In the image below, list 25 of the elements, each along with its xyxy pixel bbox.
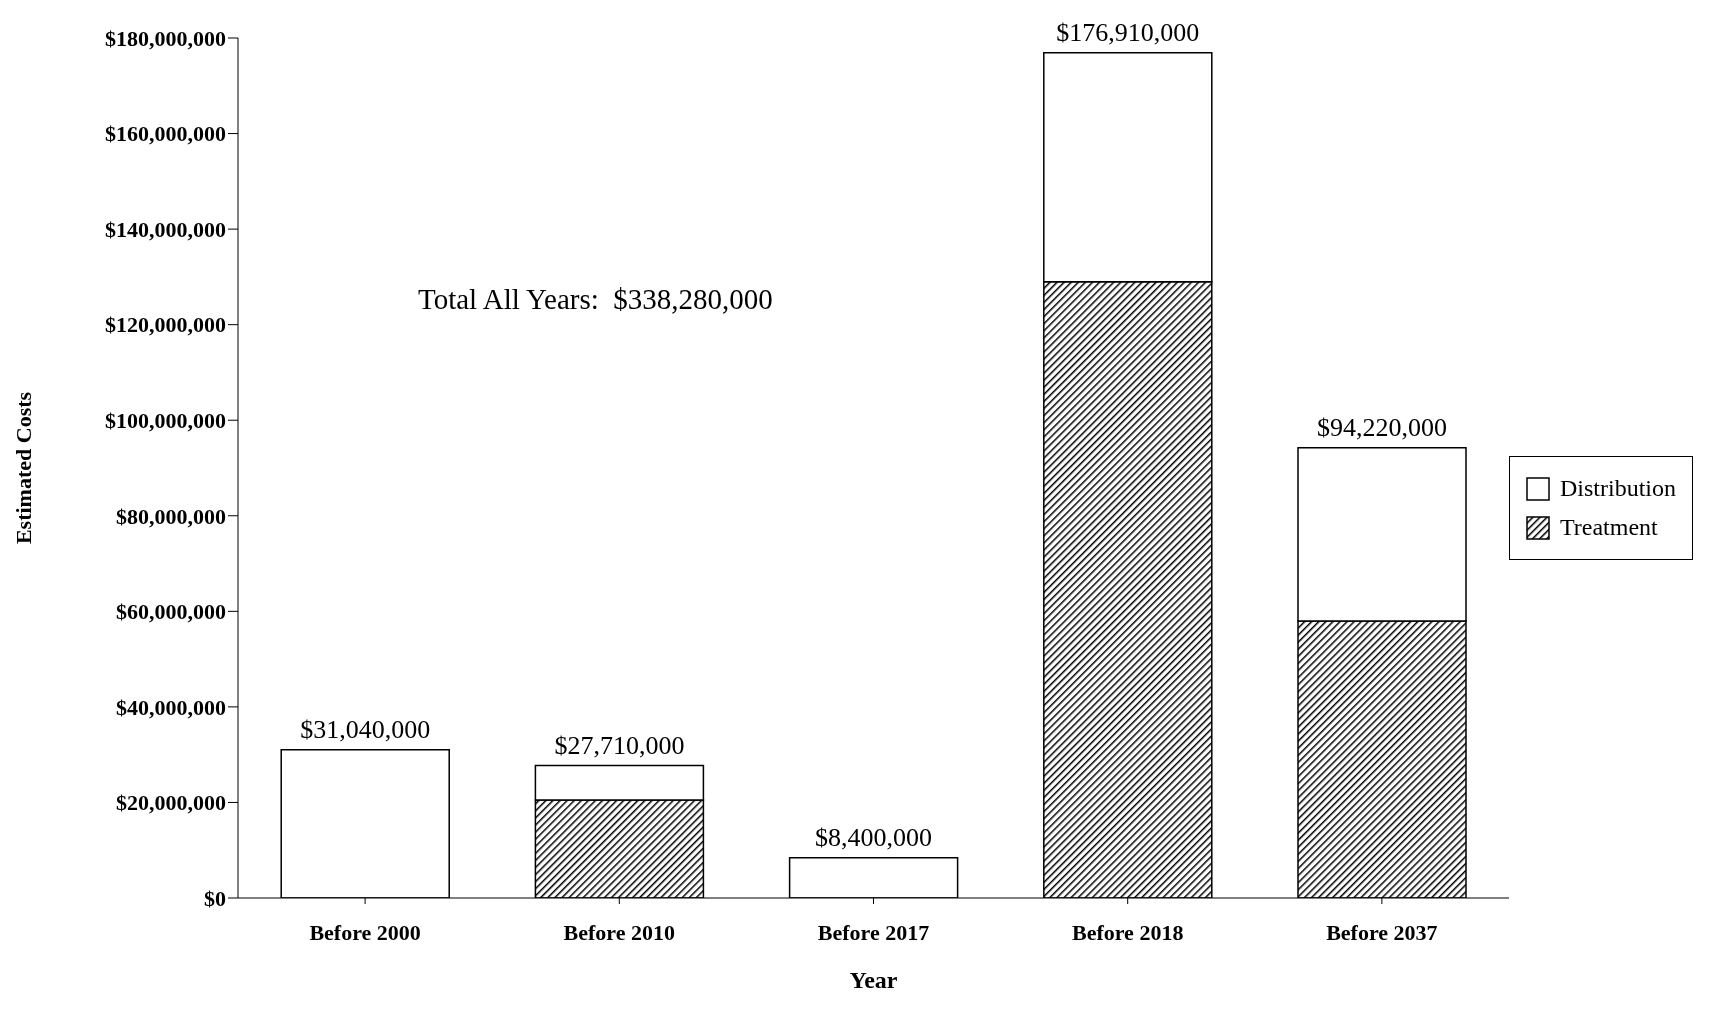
total-label: $94,220,000 (1317, 412, 1447, 442)
x-tick-label: Before 2000 (309, 919, 421, 945)
x-tick-label: Before 2010 (563, 919, 675, 945)
y-tick-label: $160,000,000 (105, 121, 226, 147)
y-tick-label: $20,000,000 (116, 790, 226, 816)
total-label: $31,040,000 (300, 714, 431, 744)
total-label: $8,400,000 (815, 822, 933, 852)
y-tick-label: $80,000,000 (116, 503, 226, 529)
x-tick-label: Before 2017 (817, 919, 930, 945)
total-label: $27,710,000 (554, 730, 685, 760)
y-tick-label: $120,000,000 (105, 312, 226, 338)
x-tick-label: Before 2037 (1326, 919, 1438, 945)
legend-label: Treatment (1559, 514, 1658, 541)
y-tick-label: $0 (204, 885, 226, 911)
total-label: $176,910,000 (1056, 17, 1200, 47)
x-tick-label: Before 2018 (1071, 919, 1184, 945)
legend-label: Distribution (1559, 475, 1676, 502)
y-tick-label: $100,000,000 (105, 408, 226, 434)
annotation: Total All Years: $338,280,000 (418, 283, 773, 316)
y-tick-label: $40,000,000 (116, 694, 226, 720)
x-axis-title: Year (849, 967, 898, 993)
y-tick-label: $180,000,000 (105, 25, 226, 51)
y-tick-label: $60,000,000 (116, 599, 226, 625)
y-tick-label: $140,000,000 (105, 216, 226, 242)
y-axis-title: Estimated Costs (10, 391, 36, 545)
